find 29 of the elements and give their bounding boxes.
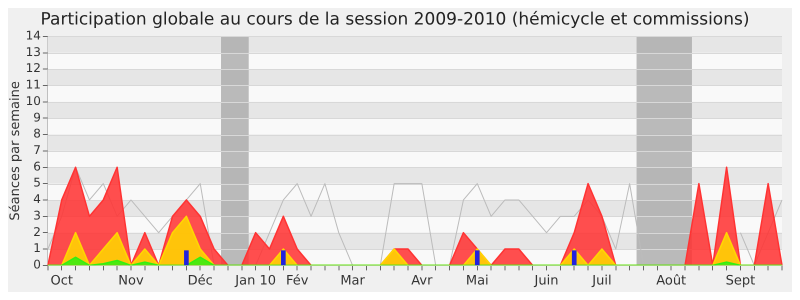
y-tick-label: 12 (26, 61, 41, 76)
x-tick-label: Juin (534, 274, 558, 289)
y-tick-label: 5 (33, 176, 41, 190)
y-tick-label: 2 (33, 224, 41, 239)
x-tick-label: Avr (411, 274, 434, 289)
y-tick-label: 13 (26, 44, 41, 59)
x-tick-label: Août (656, 274, 686, 289)
x-tick-label: Fév (286, 274, 309, 289)
y-tick-label: 10 (26, 94, 41, 108)
y-tick-label: 0 (33, 258, 41, 272)
x-tick-label: Mar (340, 274, 366, 289)
x-tick-label: Déc (188, 274, 213, 289)
y-tick-label: 4 (33, 192, 41, 206)
y-tick-label: 9 (33, 110, 41, 124)
x-tick-label: Oct (50, 274, 73, 289)
y-axis-title: Séances par semaine (8, 81, 24, 221)
x-tick-label: Nov (118, 274, 144, 289)
y-tick-label: 14 (26, 28, 41, 43)
x-tick-label: Juil (591, 274, 612, 289)
y-tick-label: 7 (33, 143, 41, 158)
x-tick-label: Sept (726, 274, 756, 289)
chart-title: Participation globale au cours de la session 2009-2010 (hémicycle et commissions) (40, 10, 750, 30)
y-tick-label: 1 (33, 241, 41, 256)
x-tick-label: Mai (466, 274, 489, 289)
x-tick-label: Jan 10 (234, 274, 276, 289)
y-tick-label: 3 (33, 208, 41, 222)
y-tick-label: 8 (33, 126, 41, 141)
y-tick-label: 11 (26, 78, 41, 92)
y-tick-label: 6 (33, 159, 41, 174)
